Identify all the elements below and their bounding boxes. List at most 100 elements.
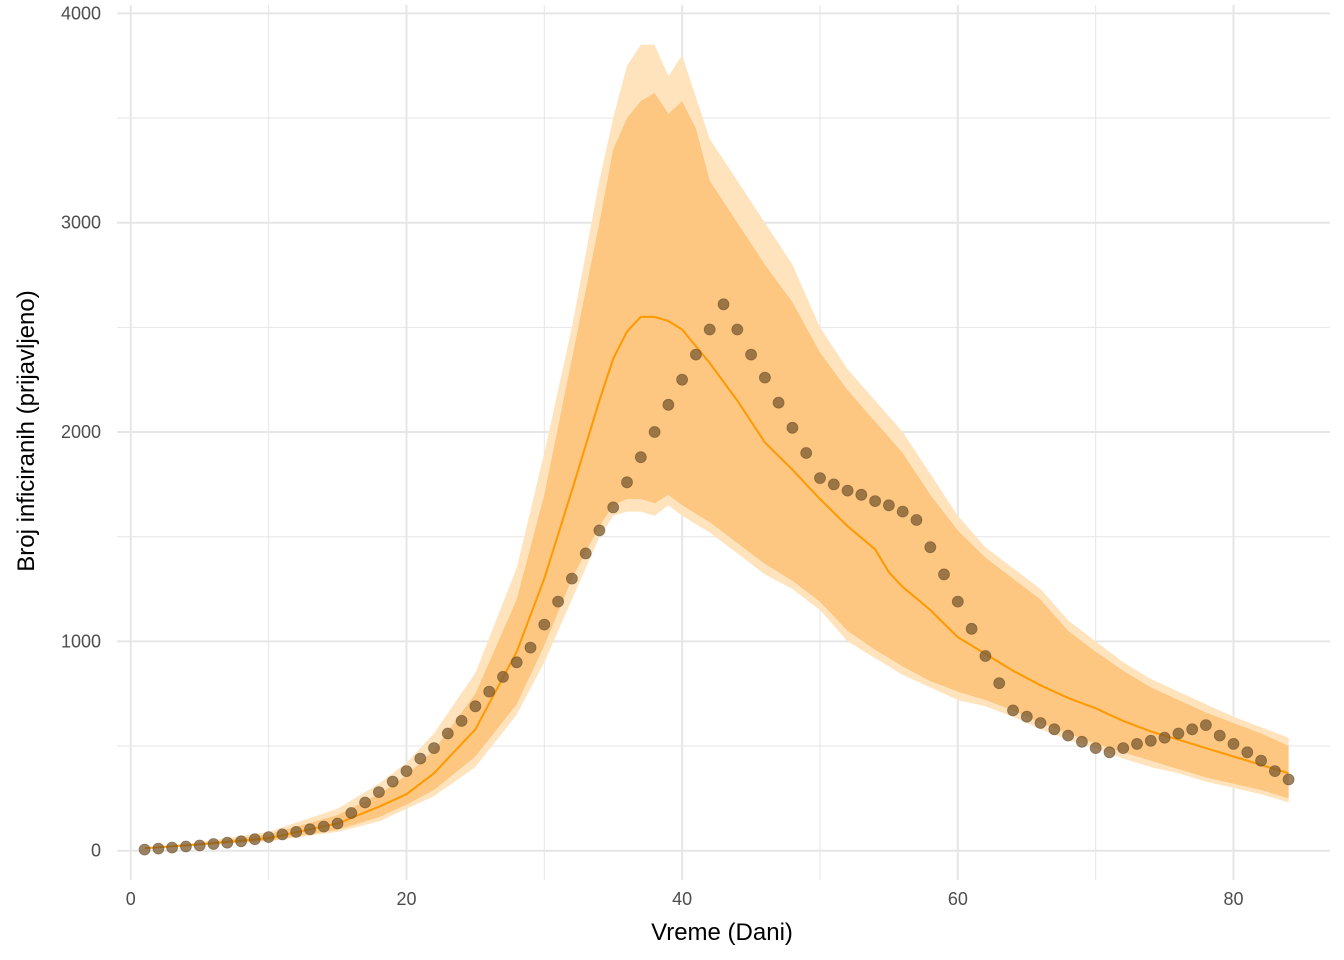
- observed-point: [1172, 727, 1185, 740]
- observed-point: [965, 622, 978, 635]
- y-tick-label: 3000: [61, 213, 101, 233]
- observed-point: [717, 298, 730, 311]
- observed-points-layer: [138, 298, 1295, 856]
- observed-point: [979, 650, 992, 662]
- observed-point: [1186, 723, 1199, 736]
- observed-point: [827, 478, 840, 491]
- observed-point: [262, 831, 275, 843]
- observed-point: [579, 547, 592, 560]
- model-line-layer: [144, 315, 1289, 850]
- observed-point: [1227, 738, 1240, 750]
- observed-point: [345, 807, 358, 819]
- observed-point: [690, 348, 702, 361]
- observed-point: [441, 727, 454, 740]
- x-tick-label: 60: [948, 889, 968, 909]
- observed-point: [331, 817, 344, 830]
- observed-point: [869, 495, 881, 508]
- uncertainty-bands: [144, 44, 1289, 849]
- y-tick-label: 4000: [61, 3, 101, 23]
- y-tick-label: 1000: [61, 631, 101, 651]
- observed-point: [179, 840, 192, 853]
- observed-point: [359, 796, 372, 809]
- observed-point: [1131, 738, 1143, 750]
- observed-point: [924, 541, 937, 554]
- observed-point: [386, 775, 399, 788]
- observed-point: [841, 484, 854, 497]
- observed-point: [1200, 719, 1212, 731]
- grid: [117, 5, 1330, 880]
- x-tick-label: 20: [396, 889, 416, 909]
- observed-point: [883, 499, 895, 512]
- inner-interval-band: [144, 92, 1289, 849]
- observed-point: [703, 323, 716, 336]
- observed-point: [1117, 742, 1130, 754]
- observed-point: [304, 823, 316, 836]
- observed-point: [786, 421, 799, 434]
- observed-point: [1034, 717, 1047, 729]
- observed-point: [745, 348, 757, 361]
- observed-point: [676, 373, 688, 386]
- observed-point: [290, 826, 303, 838]
- observed-point: [372, 786, 385, 798]
- observed-point: [414, 752, 427, 765]
- observed-point: [428, 742, 440, 754]
- observed-point: [166, 841, 179, 854]
- observed-point: [235, 835, 248, 848]
- observed-point: [552, 595, 564, 608]
- y-axis-title: Broj inficiranih (prijavljeno): [13, 290, 40, 571]
- observed-point: [483, 685, 496, 698]
- observed-point: [855, 488, 868, 501]
- observed-point: [248, 833, 261, 846]
- x-tick-label: 40: [672, 889, 692, 909]
- observed-point: [621, 476, 633, 489]
- observed-point: [993, 677, 1006, 690]
- observed-point: [566, 572, 578, 585]
- observed-point: [938, 568, 950, 581]
- observed-point: [593, 524, 606, 537]
- x-axis-title: Vreme (Dani): [651, 919, 793, 946]
- observed-point: [1255, 754, 1267, 767]
- tick-labels: 0 20 40 60 80 0 1000 2000 3000 4000: [61, 3, 1244, 909]
- observed-point: [896, 505, 909, 518]
- observed-point: [138, 843, 151, 856]
- observed-point: [1144, 734, 1157, 747]
- x-tick-label: 80: [1223, 889, 1243, 909]
- observed-point: [759, 371, 771, 384]
- observed-point: [400, 765, 413, 777]
- observed-point: [152, 842, 165, 855]
- observed-point: [524, 641, 537, 654]
- y-tick-label: 2000: [61, 422, 101, 442]
- observed-point: [221, 836, 234, 849]
- observed-point: [455, 715, 468, 727]
- observed-point: [276, 828, 289, 841]
- observed-point: [1103, 746, 1116, 759]
- observed-point: [1282, 773, 1295, 786]
- observed-point: [814, 472, 826, 485]
- observed-point: [772, 396, 785, 409]
- observed-point: [469, 700, 482, 713]
- observed-point: [193, 839, 206, 852]
- observed-point: [1241, 746, 1254, 759]
- observed-point: [317, 820, 330, 833]
- observed-point: [731, 323, 744, 336]
- observed-point: [1089, 742, 1102, 754]
- observed-point: [538, 618, 551, 631]
- observed-point: [634, 451, 647, 464]
- observed-point: [951, 595, 964, 608]
- observed-point: [1076, 735, 1088, 748]
- y-tick-label: 0: [91, 841, 101, 861]
- observed-point: [648, 426, 661, 438]
- observed-point: [497, 671, 509, 683]
- observed-point: [1269, 765, 1281, 777]
- observed-point: [1007, 704, 1019, 717]
- observed-point: [1020, 710, 1033, 723]
- observed-point: [1213, 729, 1226, 742]
- observed-point: [662, 398, 675, 411]
- observed-point: [1062, 729, 1074, 742]
- observed-point: [207, 838, 220, 850]
- observed-point: [910, 514, 923, 526]
- observed-point: [1048, 723, 1061, 736]
- x-tick-label: 0: [126, 889, 136, 909]
- model-line: [144, 315, 1289, 850]
